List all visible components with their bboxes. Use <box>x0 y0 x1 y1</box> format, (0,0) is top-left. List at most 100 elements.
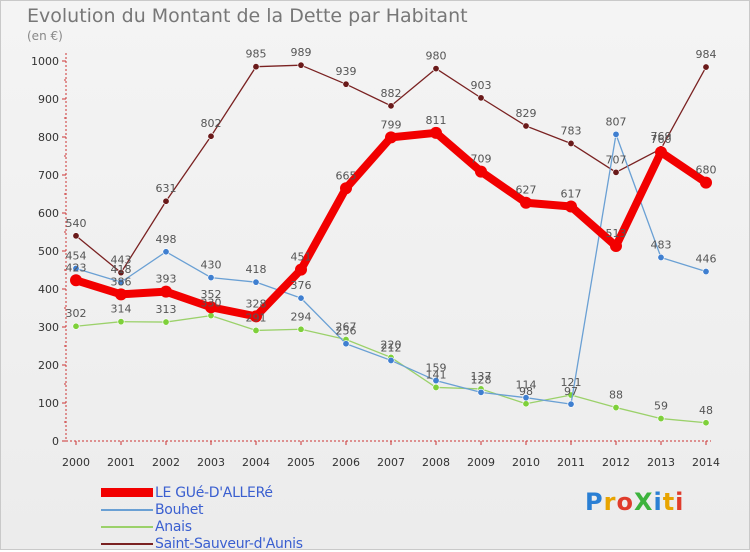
data-point-bouhet <box>387 356 395 364</box>
data-label-anais: 314 <box>111 303 132 316</box>
data-point-le-gu-d-aller- <box>250 310 262 323</box>
data-point-anais <box>522 400 530 408</box>
x-tick-label: 2007 <box>377 456 405 469</box>
data-label-anais: 330 <box>201 297 222 310</box>
data-point-saint-sauveur-d-aunis <box>567 139 575 147</box>
data-point-le-gu-d-aller- <box>385 131 397 144</box>
data-point-le-gu-d-aller- <box>115 288 127 301</box>
data-point-saint-sauveur-d-aunis <box>72 232 80 240</box>
data-label-bouhet: 807 <box>606 115 627 128</box>
data-point-bouhet <box>297 294 305 302</box>
x-tick-label: 2006 <box>332 456 360 469</box>
y-tick-label: 1000 <box>31 55 59 68</box>
x-tick-label: 2014 <box>692 456 720 469</box>
data-label-saint-sauveur-d-aunis: 829 <box>516 107 537 120</box>
data-label-saint-sauveur-d-aunis: 985 <box>246 48 267 61</box>
data-point-saint-sauveur-d-aunis <box>522 122 530 130</box>
data-point-le-gu-d-aller- <box>430 126 442 139</box>
legend-label-bouhet: Bouhet <box>155 501 204 518</box>
data-point-le-gu-d-aller- <box>610 240 622 253</box>
data-label-saint-sauveur-d-aunis: 802 <box>201 117 222 130</box>
y-tick-label: 800 <box>38 131 59 144</box>
x-tick-label: 2010 <box>512 456 540 469</box>
legend-item-saint-sauveur[interactable]: Saint-Sauveur-d'Aunis <box>101 535 303 552</box>
data-point-anais <box>162 318 170 326</box>
data-point-le-gu-d-aller- <box>160 285 172 298</box>
x-tick-label: 2005 <box>287 456 315 469</box>
y-tick-label: 500 <box>38 245 59 258</box>
data-point-saint-sauveur-d-aunis <box>252 63 260 71</box>
data-label-anais: 220 <box>381 338 402 351</box>
data-point-saint-sauveur-d-aunis <box>207 132 215 140</box>
data-point-le-gu-d-aller- <box>475 165 487 178</box>
data-label-anais: 59 <box>654 400 668 413</box>
data-label-anais: 302 <box>66 307 87 320</box>
data-label-le-gu-d-aller-: 627 <box>516 184 537 197</box>
data-point-anais <box>252 326 260 334</box>
data-point-le-gu-d-aller- <box>205 301 217 314</box>
logo-letter: i <box>653 488 663 516</box>
legend-label-saint-sauveur: Saint-Sauveur-d'Aunis <box>155 535 303 552</box>
data-label-saint-sauveur-d-aunis: 980 <box>426 50 447 63</box>
data-point-bouhet <box>567 400 575 408</box>
data-point-saint-sauveur-d-aunis <box>297 61 305 69</box>
data-label-le-gu-d-aller-: 680 <box>696 164 717 177</box>
data-label-bouhet: 114 <box>516 379 537 392</box>
data-label-le-gu-d-aller-: 352 <box>201 288 222 301</box>
data-point-bouhet <box>657 253 665 261</box>
data-label-bouhet: 256 <box>336 325 357 338</box>
x-tick-label: 2008 <box>422 456 450 469</box>
data-label-le-gu-d-aller-: 665 <box>336 169 357 182</box>
data-point-bouhet <box>522 394 530 402</box>
y-tick-label: 0 <box>52 435 59 448</box>
proxiti-logo[interactable]: ProXiti <box>585 488 684 516</box>
data-label-le-gu-d-aller-: 386 <box>111 275 132 288</box>
data-point-anais <box>72 322 80 330</box>
y-tick-label: 300 <box>38 321 59 334</box>
data-label-le-gu-d-aller-: 617 <box>561 188 582 201</box>
data-point-saint-sauveur-d-aunis <box>702 63 710 71</box>
x-tick-label: 2012 <box>602 456 630 469</box>
data-point-bouhet <box>342 340 350 348</box>
data-label-bouhet: 159 <box>426 362 447 375</box>
data-label-anais: 291 <box>246 311 267 324</box>
legend-swatch-le-gue <box>101 488 153 497</box>
x-tick-label: 2004 <box>242 456 270 469</box>
data-point-saint-sauveur-d-aunis <box>477 94 485 102</box>
x-tick-label: 2000 <box>62 456 90 469</box>
logo-letter: t <box>662 488 676 516</box>
data-label-bouhet: 498 <box>156 233 177 246</box>
data-point-bouhet <box>432 377 440 385</box>
data-point-anais <box>432 383 440 391</box>
y-tick-label: 900 <box>38 93 59 106</box>
data-label-bouhet: 418 <box>111 263 132 276</box>
legend-swatch-saint-sauveur <box>101 542 153 545</box>
data-label-bouhet: 418 <box>246 263 267 276</box>
data-point-anais <box>612 404 620 412</box>
data-label-bouhet: 97 <box>564 385 578 398</box>
x-tick-label: 2001 <box>107 456 135 469</box>
data-label-le-gu-d-aller-: 799 <box>381 118 402 131</box>
x-tick-label: 2003 <box>197 456 225 469</box>
data-label-saint-sauveur-d-aunis: 939 <box>336 65 357 78</box>
data-label-saint-sauveur-d-aunis: 882 <box>381 87 402 100</box>
y-tick-label: 400 <box>38 283 59 296</box>
data-point-bouhet <box>72 264 80 272</box>
y-tick-label: 700 <box>38 169 59 182</box>
data-label-le-gu-d-aller-: 451 <box>291 251 312 264</box>
x-tick-label: 2002 <box>152 456 180 469</box>
data-label-saint-sauveur-d-aunis: 783 <box>561 124 582 137</box>
data-label-bouhet: 376 <box>291 279 312 292</box>
legend-item-bouhet[interactable]: Bouhet <box>101 501 303 518</box>
data-label-bouhet: 483 <box>651 238 672 251</box>
data-point-le-gu-d-aller- <box>700 176 712 189</box>
data-point-bouhet <box>117 278 125 286</box>
data-label-saint-sauveur-d-aunis: 769 <box>651 130 672 143</box>
legend-swatch-anais <box>101 525 153 528</box>
logo-letter: P <box>585 488 604 516</box>
legend-item-le-gue[interactable]: LE GUé-D'ALLERé <box>101 484 303 501</box>
legend-item-anais[interactable]: Anais <box>101 518 303 535</box>
data-point-anais <box>117 318 125 326</box>
